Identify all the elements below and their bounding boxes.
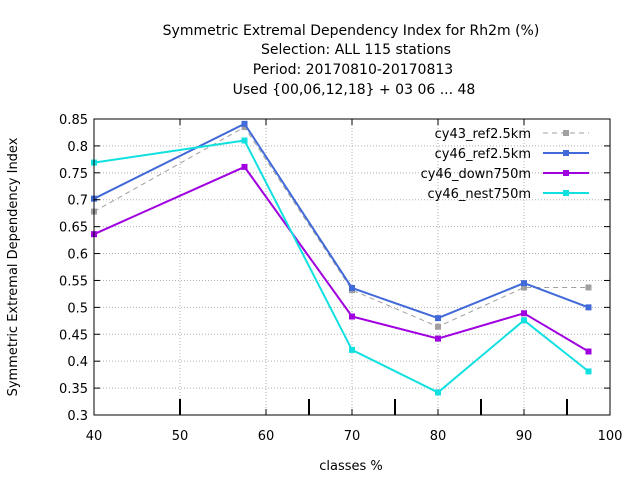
series-point bbox=[585, 348, 592, 355]
series-point bbox=[241, 124, 248, 131]
y-tick-label: 0.75 bbox=[59, 167, 88, 182]
legend-entry: cy46_nest750m bbox=[428, 187, 589, 202]
x-axis-label: classes % bbox=[319, 459, 383, 474]
series-line bbox=[93, 126, 589, 328]
y-tick-label: 0.8 bbox=[67, 140, 88, 155]
series-point bbox=[585, 368, 592, 375]
class-markers bbox=[179, 399, 568, 415]
legend-label: cy46_ref2.5km bbox=[435, 147, 531, 162]
legend-marker bbox=[563, 130, 569, 136]
series-layer bbox=[91, 120, 592, 396]
series-point bbox=[585, 304, 592, 311]
x-tick-label: 80 bbox=[430, 429, 447, 444]
legend-marker bbox=[563, 170, 569, 176]
chart-title: Symmetric Extremal Dependency Index for … bbox=[163, 23, 540, 39]
x-tick-label: 100 bbox=[598, 429, 623, 444]
legend-label: cy46_nest750m bbox=[428, 187, 531, 202]
legend-marker bbox=[563, 190, 569, 196]
series-point bbox=[521, 310, 527, 317]
x-tick-label: 90 bbox=[516, 429, 533, 444]
legend-label: cy43_ref2.5km bbox=[435, 127, 531, 142]
legend-entry: cy43_ref2.5km bbox=[435, 127, 589, 142]
legend-entry: cy46_ref2.5km bbox=[435, 147, 589, 162]
y-tick-label: 0.6 bbox=[67, 248, 88, 263]
x-axis-ticks: 40 50 60 70 80 90 100 bbox=[86, 119, 623, 444]
y-tick-label: 0.85 bbox=[59, 113, 88, 128]
y-tick-label: 0.5 bbox=[67, 301, 88, 316]
series-line bbox=[93, 139, 590, 394]
chart-subtitle-used: Used {00,06,12,18} + 03 06 ... 48 bbox=[233, 82, 476, 98]
series-point bbox=[521, 317, 527, 324]
series-point bbox=[241, 137, 248, 144]
series-point bbox=[521, 280, 527, 287]
chart-subtitle-period: Period: 20170810-20170813 bbox=[253, 62, 453, 78]
y-tick-label: 0.3 bbox=[67, 409, 88, 424]
x-tick-label: 40 bbox=[86, 429, 103, 444]
series-point bbox=[585, 284, 592, 291]
x-tick-label: 70 bbox=[344, 429, 361, 444]
y-tick-label: 0.35 bbox=[59, 382, 88, 397]
series-point bbox=[435, 323, 441, 330]
y-tick-label: 0.55 bbox=[59, 274, 88, 289]
series-point bbox=[349, 284, 355, 291]
legend: cy43_ref2.5km cy46_ref2.5km cy46_down750mc… bbox=[421, 127, 589, 202]
legend-marker bbox=[563, 150, 569, 156]
y-tick-label: 0.4 bbox=[67, 355, 88, 370]
series-line bbox=[93, 122, 589, 320]
series-point bbox=[435, 389, 441, 396]
series-point bbox=[241, 163, 248, 170]
x-tick-label: 60 bbox=[258, 429, 275, 444]
series-point bbox=[521, 284, 527, 291]
series-point bbox=[435, 335, 441, 342]
series-line bbox=[93, 165, 590, 353]
series-point bbox=[349, 346, 355, 353]
chart-subtitle-selection: Selection: ALL 115 stations bbox=[261, 42, 451, 58]
x-tick-label: 50 bbox=[172, 429, 189, 444]
y-tick-label: 0.65 bbox=[59, 221, 88, 236]
y-tick-label: 0.7 bbox=[67, 194, 88, 209]
legend-entry: cy46_down750m bbox=[421, 167, 589, 182]
y-axis-ticks: 0.3 0.35 0.4 0.45 0.5 0.55 0.6 0.65 0.7 0.75 0.8 0.… bbox=[59, 113, 610, 424]
series-point bbox=[241, 120, 248, 127]
chart-title-block: Symmetric Extremal Dependency Index for … bbox=[163, 23, 540, 98]
grid-lines bbox=[94, 119, 610, 415]
series-point bbox=[349, 313, 355, 320]
legend-label: cy46_down750m bbox=[421, 167, 531, 182]
series-point bbox=[435, 315, 441, 322]
y-axis-label: Symmetric Extremal Dependency Index bbox=[6, 137, 21, 396]
y-tick-label: 0.45 bbox=[59, 328, 88, 343]
